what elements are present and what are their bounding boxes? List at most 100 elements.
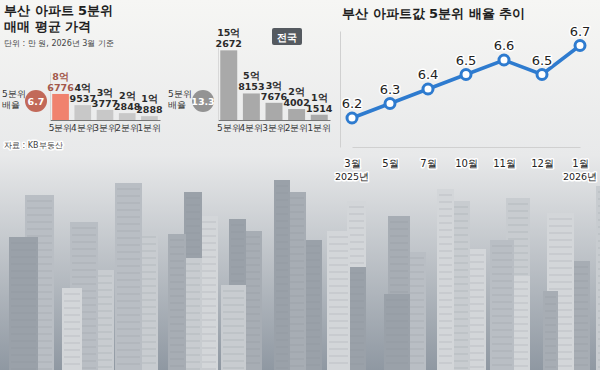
building-floor: [598, 339, 600, 340]
x-tick-label: 1월: [572, 158, 588, 169]
building-floor: [329, 258, 348, 259]
building-floor: [598, 262, 600, 263]
building-floor: [492, 337, 512, 338]
building-floor: [186, 240, 200, 241]
building-floor: [386, 300, 408, 301]
building-floor: [223, 305, 244, 306]
bar: [97, 110, 114, 120]
building-floor: [231, 253, 244, 254]
building-floor: [349, 256, 364, 257]
x-tick: 3분위: [93, 120, 117, 133]
building-floor: [117, 329, 140, 330]
building: [9, 237, 38, 370]
building-floor: [170, 338, 184, 339]
marker: [347, 113, 357, 123]
building-floor: [64, 329, 80, 330]
building-floor: [276, 221, 288, 222]
building-floor: [276, 361, 288, 362]
x-axis-line: [219, 120, 331, 121]
building-floor: [545, 367, 556, 368]
building-floor: [72, 270, 96, 271]
building-floor: [598, 192, 600, 193]
building-floor: [439, 321, 452, 322]
building-floor: [439, 251, 452, 252]
building-floor: [390, 229, 408, 230]
data-labels: 15억26725억81533억76762억40021억1514: [216, 27, 333, 113]
building-floor: [598, 269, 600, 270]
building-floor: [231, 225, 244, 226]
building-floor: [64, 350, 80, 351]
building-floor: [72, 228, 96, 229]
building-floor: [186, 247, 200, 248]
building-floor: [329, 272, 348, 273]
building-floor: [231, 246, 244, 247]
building-floor: [439, 335, 452, 336]
building-floor: [276, 333, 288, 334]
x-tick-label: 12월: [531, 158, 554, 169]
data-label: 6.2: [342, 96, 363, 111]
ratio-value: 13.3: [191, 96, 214, 107]
building-floor: [492, 351, 512, 352]
building-floor: [64, 301, 80, 302]
y-axis: [340, 32, 341, 148]
data-label-line: 8억: [52, 71, 69, 82]
chart-svg: 5분위4분위3분위2분위1분위8억67764억95373억37772억28481…: [0, 0, 600, 370]
bar: [288, 109, 305, 120]
data-label: 6.3: [380, 82, 401, 97]
building-floor: [545, 325, 556, 326]
x-tick-label: 1분위: [307, 123, 331, 133]
bar: [141, 116, 158, 120]
building-floor: [492, 302, 512, 303]
data-label-line: 1억: [311, 92, 328, 103]
building-floor: [492, 246, 512, 247]
building-floor: [508, 239, 528, 240]
bar: [243, 93, 260, 120]
building-floor: [276, 200, 288, 201]
subtitle: 단위 : 만 원, 2026년 3월 기준: [4, 39, 114, 48]
bar: [220, 50, 237, 120]
x-tick: 1분위: [307, 120, 331, 133]
building-floor: [170, 268, 184, 269]
building-floor: [186, 226, 200, 227]
building-floor: [276, 186, 288, 187]
building-floor: [492, 330, 512, 331]
building-floor: [276, 368, 288, 369]
x-tick: 5분위: [217, 120, 241, 133]
building-floor: [117, 315, 140, 316]
x-axis: 5분위4분위3분위2분위1분위: [49, 120, 162, 133]
building-floor: [11, 334, 36, 335]
data-label: 5억8153: [238, 70, 264, 92]
title: 전국: [277, 32, 297, 43]
building-floor: [349, 221, 364, 222]
building-floor: [11, 348, 36, 349]
y-axis-line: [340, 32, 341, 148]
building-floor: [598, 367, 600, 368]
building-floor: [439, 279, 452, 280]
building-floor: [64, 308, 80, 309]
building-floor: [386, 328, 408, 329]
building-floor: [276, 277, 288, 278]
building-floor: [598, 206, 600, 207]
x-tick-label: 7월: [420, 158, 436, 169]
building-floor: [276, 347, 288, 348]
building-floor: [386, 349, 408, 350]
building-floor: [27, 236, 52, 237]
building-floor: [117, 294, 140, 295]
y-axis-line: [218, 48, 219, 121]
data-label-line: 3억: [266, 80, 283, 91]
source: 자료 : KB부동산: [4, 141, 63, 150]
data-label-line: 2억: [288, 86, 305, 97]
title-box: [272, 28, 302, 45]
building-floor: [439, 209, 452, 210]
x-tick: 2분위: [115, 120, 139, 133]
building-floor: [329, 286, 348, 287]
building-floor: [439, 202, 452, 203]
bar: [52, 94, 69, 120]
marker: [537, 70, 547, 80]
building-floor: [598, 311, 600, 312]
building-floor: [598, 346, 600, 347]
building-floor: [329, 363, 348, 364]
building-floor: [549, 247, 572, 248]
building-floor: [508, 204, 528, 205]
year-label: 2025년: [335, 171, 369, 182]
